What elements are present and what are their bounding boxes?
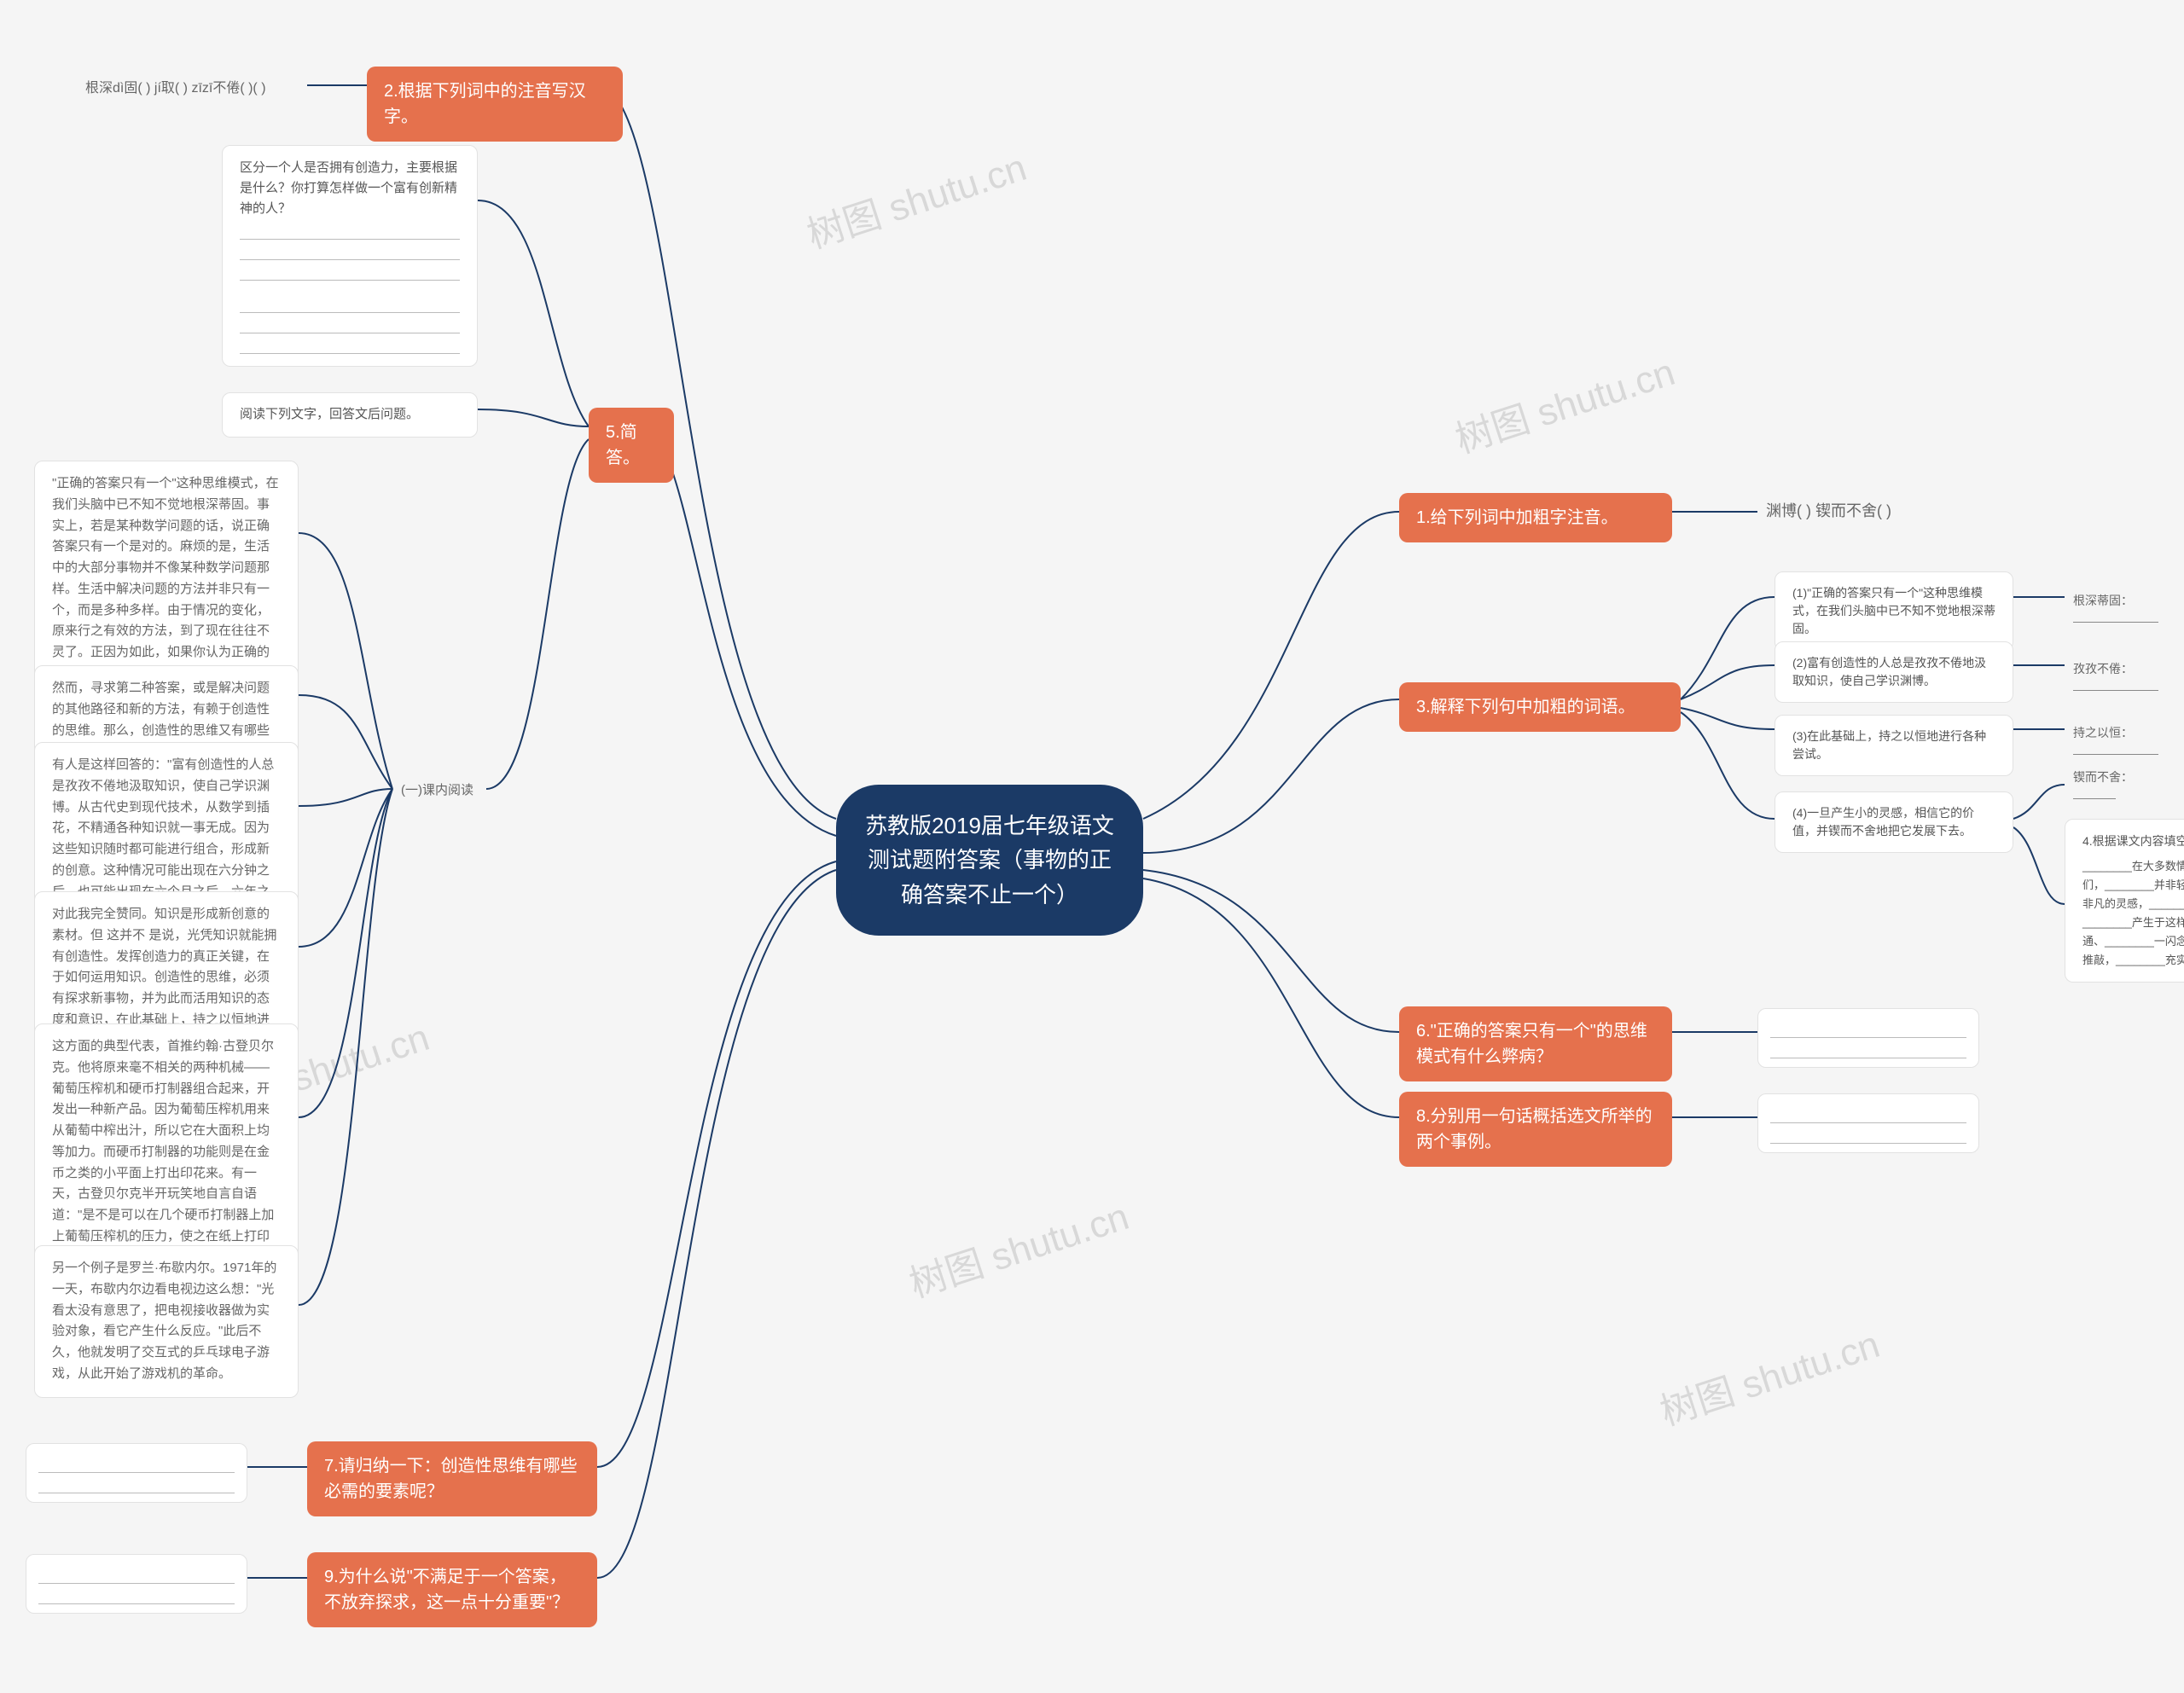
- branch-2[interactable]: 2.根据下列词中的注音写汉字。: [367, 67, 623, 142]
- branch-8[interactable]: 8.分别用一句话概括选文所举的两个事例。: [1399, 1092, 1672, 1167]
- watermark: 树图 shutu.cn: [799, 136, 1032, 258]
- leaf-5-q2: 阅读下列文字，回答文后问题。: [222, 392, 478, 438]
- watermark: 树图 shutu.cn: [1653, 1313, 1885, 1435]
- leaf-3-4-sub: 锲而不舍：: [2065, 763, 2175, 809]
- center-title: 苏教版2019届七年级语文测试题附答案（事物的正确答案不止一个）: [865, 813, 1114, 907]
- branch-5[interactable]: 5.简答。: [589, 408, 674, 483]
- center-node[interactable]: 苏教版2019届七年级语文测试题附答案（事物的正确答案不止一个）: [836, 785, 1143, 936]
- leaf-3-2-a: 孜孜不倦：: [2065, 655, 2184, 701]
- leaf-1-pinyin: 渊博( ) 锲而不舍( ): [1757, 495, 1979, 528]
- leaf-2-chars: 根深dì固( ) jí取( ) zīzī不倦( )( ): [77, 73, 324, 104]
- branch-3[interactable]: 3.解释下列句中加粗的词语。: [1399, 682, 1681, 732]
- branch-6[interactable]: 6."正确的答案只有一个"的思维模式有什么弊病？: [1399, 1006, 1672, 1081]
- leaf-3-2-q: (2)富有创造性的人总是孜孜不倦地汲取知识，使自己学识渊博。: [1774, 641, 2013, 703]
- leaf-5-side: (一)课内阅读: [392, 776, 495, 806]
- branch-9[interactable]: 9.为什么说"不满足于一个答案，不放弃探求，这一点十分重要"？: [307, 1552, 597, 1627]
- leaf-6-blank: [1757, 1008, 1979, 1068]
- leaf-3-4-ans: 4.根据课文内容填空。 ________在大多数情况下，________是他们，…: [2065, 819, 2184, 983]
- leaf-9-blank: [26, 1554, 247, 1614]
- leaf-3-3-q: (3)在此基础上，持之以恒地进行各种尝试。: [1774, 715, 2013, 776]
- leaf-5-q1: 区分一个人是否拥有创造力，主要根据是什么？你打算怎样做一个富有创新精神的人？: [222, 145, 478, 367]
- leaf-3-1-a: 根深蒂固：: [2065, 587, 2184, 633]
- leaf-7-blank: [26, 1443, 247, 1503]
- leaf-8-blank: [1757, 1093, 1979, 1153]
- leaf-3-4-q: (4)一旦产生小的灵感，相信它的价值，并锲而不舍地把它发展下去。: [1774, 791, 2013, 853]
- leaf-3-3-a: 持之以恒：: [2065, 719, 2184, 765]
- branch-7[interactable]: 7.请归纳一下：创造性思维有哪些必需的要素呢？: [307, 1441, 597, 1516]
- watermark: 树图 shutu.cn: [1448, 341, 1681, 463]
- watermark: 树图 shutu.cn: [902, 1186, 1135, 1307]
- leaf-5-p6: 另一个例子是罗兰·布歇内尔。1971年的一天，布歇内尔边看电视边这么想："光看太…: [34, 1245, 299, 1398]
- leaf-3-1-q: (1)"正确的答案只有一个"这种思维模式，在我们头脑中已不知不觉地根深蒂固。: [1774, 571, 2013, 651]
- branch-1[interactable]: 1.给下列词中加粗字注音。: [1399, 493, 1672, 542]
